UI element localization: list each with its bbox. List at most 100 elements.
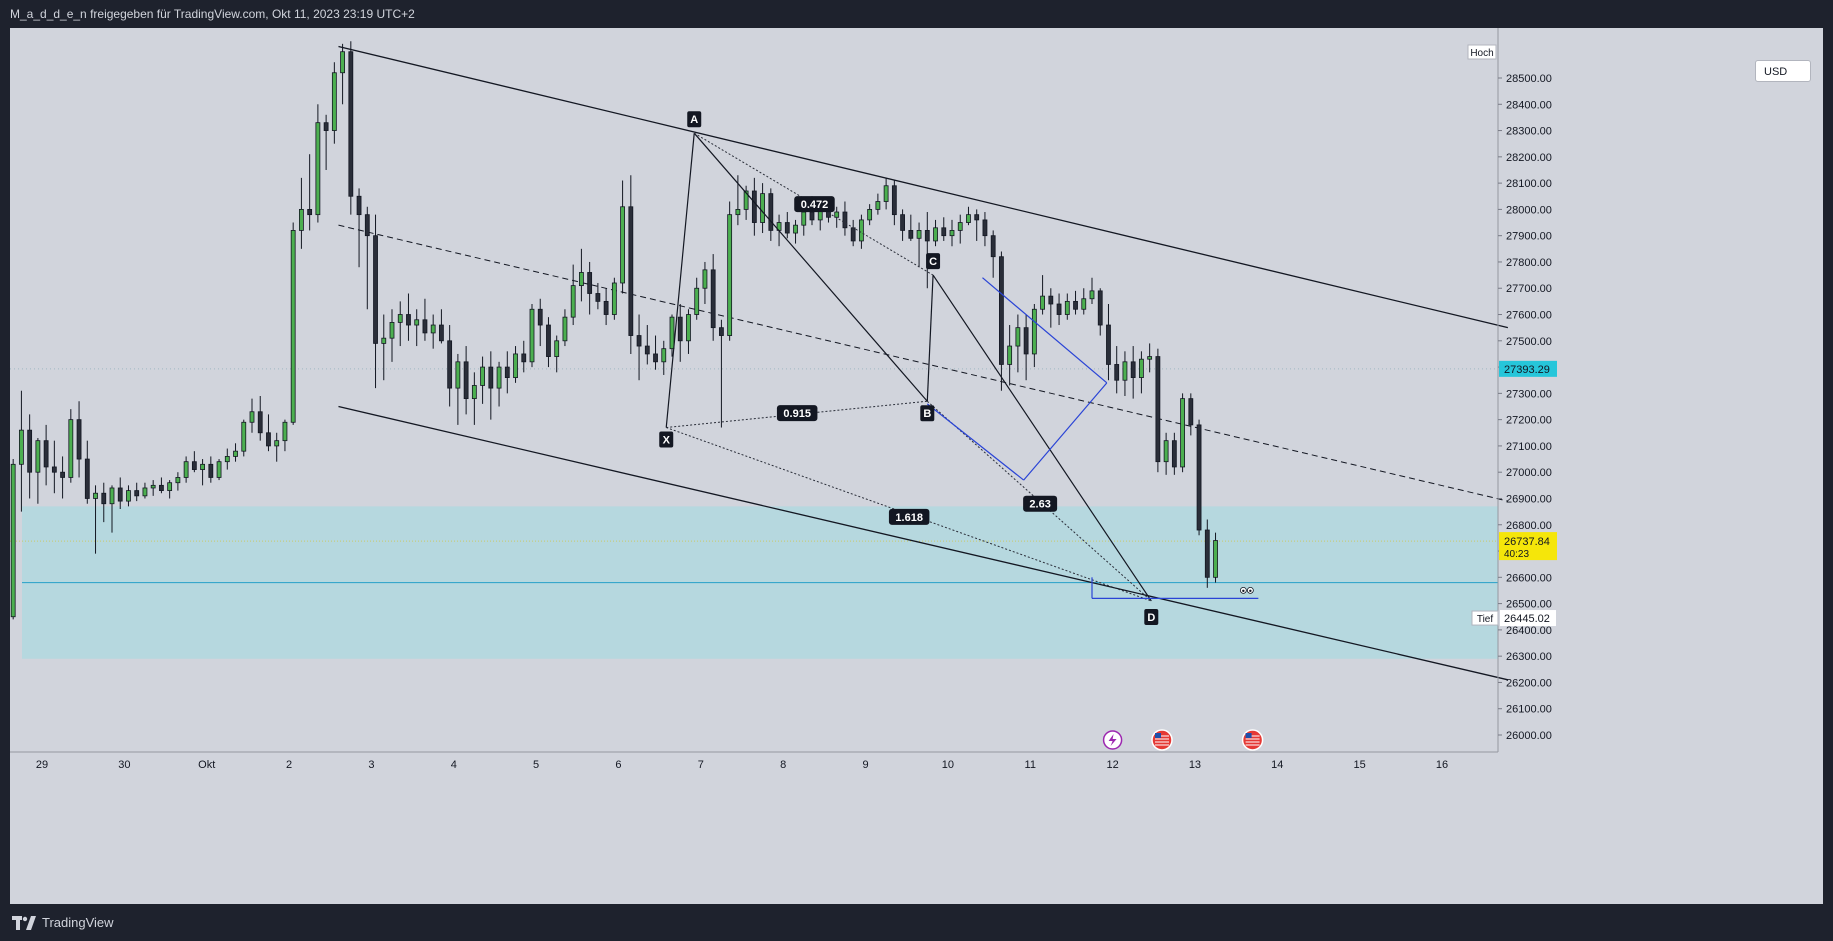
candle-up [801,211,807,226]
candle-up [414,319,420,326]
candle-up [183,461,189,478]
time-axis-label: Okt [198,759,215,771]
footer: TradingView [0,904,1833,941]
channel-upper-line[interactable] [338,45,1509,329]
candle-up [241,421,247,452]
candle-up [233,450,238,457]
blue-pattern-line[interactable] [982,277,1108,384]
event-lightning-icon-glyph [1108,734,1117,746]
candle-down [1106,324,1111,365]
brand-name: TradingView [42,915,114,930]
price-axis-label: 27300.00 [1506,388,1552,400]
tradingview-logo[interactable]: TradingView [12,915,114,930]
candle-up [389,322,395,339]
low-tag [1471,610,1499,626]
candle-down [134,490,140,497]
pattern-point-x-label: X [663,435,671,447]
candle-down [488,366,494,389]
candle-down [587,272,593,294]
candle-down [1171,440,1177,468]
candle-down [51,466,57,473]
candle-down [546,324,551,357]
time-axis-label: 3 [368,759,374,771]
candle-up [93,492,98,499]
marker-price-tag [1499,360,1557,377]
candle-up [702,269,708,289]
candle-down [982,219,988,237]
candle-up [1015,327,1021,347]
high-tag [1467,44,1497,60]
pattern-point-b-marker[interactable] [920,405,935,422]
pattern-point-a-marker[interactable] [687,111,702,128]
channel-middle-line[interactable] [338,224,1508,502]
candle-down [348,51,354,197]
candle-up [743,190,749,210]
pattern-leg-cd[interactable] [932,274,1152,602]
candle-up [735,208,741,216]
candle-up [480,366,485,386]
candle-up [834,211,840,218]
pattern-leg-bc[interactable] [926,275,934,402]
candle-down [644,345,650,355]
event-us-flag-canton [1245,733,1252,738]
price-chart[interactable]: X A B C D 0.472 0.915 1.618 2.63 26000.00 26100.00… [10,28,1823,904]
candle-down [636,335,642,347]
candle-down [924,230,930,242]
candle-up [142,487,148,497]
candle-down [60,471,65,478]
high-label: Hoch [1470,48,1493,59]
candle-down [323,122,329,131]
time-axis-label: 13 [1189,759,1201,771]
low-value-label: 26445.02 [1504,613,1550,625]
candle-down [809,211,815,221]
pattern-point-c-marker[interactable] [926,253,941,270]
time-axis-label: 10 [942,759,954,771]
candle-up [1007,345,1013,365]
price-axis-label: 27000.00 [1506,467,1552,479]
ratio-label-box[interactable] [888,508,930,525]
time-axis-label: 2 [286,759,292,771]
channel-lower-line[interactable] [338,405,1509,681]
countdown-label: 40:23 [1504,549,1529,560]
candle-down [537,308,543,326]
chart-area[interactable]: X A B C D 0.472 0.915 1.618 2.63 26000.00 26100.00… [10,28,1823,904]
price-axis-label: 28300.00 [1506,126,1552,138]
candle-up [331,72,337,131]
pattern-point-x-marker[interactable] [659,431,674,448]
candle-down [406,314,411,326]
candle-up [381,337,387,344]
candle-up [570,285,576,318]
candle-down [422,319,428,334]
candle-up [1180,398,1185,468]
low-label: Tief [1477,614,1494,625]
candle-down [43,440,49,468]
candle-down [891,185,897,216]
candle-up [661,348,667,363]
blue-pattern-line[interactable] [1023,382,1108,481]
candle-down [159,484,164,491]
candle-down [266,432,271,447]
ratio-label-box[interactable] [776,405,818,422]
eyes-icon-pupil [1249,589,1252,593]
currency-selector[interactable]: USD [1755,60,1811,82]
candle-down [27,429,33,473]
candle-up [1213,540,1218,578]
ratio-label-box[interactable] [1023,495,1058,512]
share-title: M_a_d_d_e_n freigegeben für TradingView.… [10,7,415,21]
pattern-leg-xa[interactable] [665,133,695,428]
pattern-leg-ab[interactable] [693,132,928,402]
blue-pattern-line[interactable] [926,403,1025,481]
price-axis-label: 27700.00 [1506,283,1552,295]
price-axis-label: 27100.00 [1506,441,1552,453]
time-axis-label: 9 [862,759,868,771]
price-axis-label: 26500.00 [1506,599,1552,611]
candle-down [850,227,856,242]
candle-down [1188,398,1194,426]
price-axis-label: 28000.00 [1506,204,1552,216]
candle-up [282,421,288,442]
time-axis-label: 14 [1271,759,1283,771]
candle-down [990,235,996,258]
pattern-point-d-marker[interactable] [1144,608,1159,625]
ratio-label-box[interactable] [794,196,835,213]
candle-down [463,361,469,400]
